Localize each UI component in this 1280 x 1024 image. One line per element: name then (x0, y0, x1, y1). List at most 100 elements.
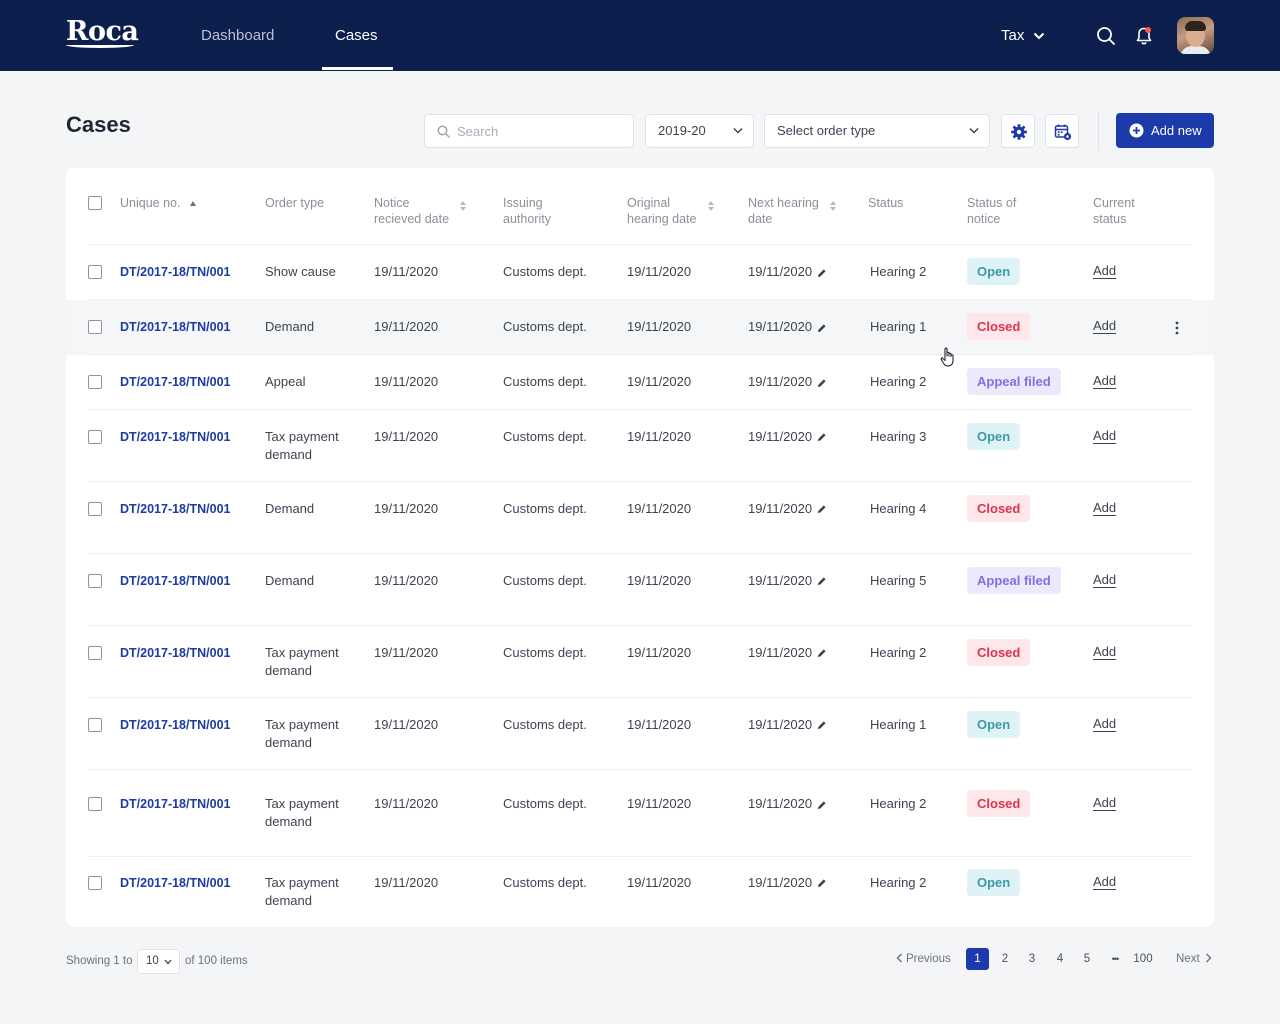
page-4[interactable]: 4 (1056, 953, 1064, 965)
order-type-cell: Tax payment demand (265, 716, 339, 750)
select-all-checkbox[interactable] (88, 196, 102, 210)
edit-icon[interactable] (817, 504, 827, 514)
cases-table: Unique no. Order type Notice recieved da… (66, 168, 1214, 927)
page-1[interactable]: 1 (966, 948, 989, 970)
table-row[interactable]: DT/2017-18/TN/001 Demand 19/11/2020 Customs… (66, 482, 1214, 554)
avatar[interactable] (1177, 17, 1214, 54)
edit-icon[interactable] (817, 800, 827, 810)
page-2[interactable]: 2 (1001, 953, 1009, 965)
col-issuing-authority[interactable]: Issuing authority (503, 195, 573, 227)
row-checkbox[interactable] (88, 875, 102, 890)
edit-icon[interactable] (817, 576, 827, 586)
case-id-link[interactable]: DT/2017-18/TN/001 (120, 375, 231, 389)
add-status-link[interactable]: Add (1093, 873, 1117, 889)
row-checkbox[interactable] (88, 645, 102, 660)
case-id-link[interactable]: DT/2017-18/TN/001 (120, 429, 231, 444)
table-row[interactable]: DT/2017-18/TN/001 Tax payment demand 19/11… (66, 857, 1214, 927)
col-order-type[interactable]: Order type (265, 195, 324, 211)
case-id-link[interactable]: DT/2017-18/TN/001 (120, 573, 231, 588)
previous-page-button[interactable]: Previous (896, 948, 951, 970)
add-status-link[interactable]: Add (1093, 643, 1117, 659)
edit-icon[interactable] (817, 720, 827, 730)
add-status-link[interactable]: Add (1093, 427, 1117, 443)
row-checkbox[interactable] (88, 797, 102, 811)
col-original-hearing-date[interactable]: Original hearing date (627, 195, 719, 227)
edit-icon[interactable] (817, 323, 827, 333)
top-navbar: Roca Dashboard Cases Tax (0, 0, 1280, 71)
year-select[interactable]: 2019-20 (645, 114, 754, 148)
more-options-icon[interactable] (1174, 321, 1180, 335)
add-status-link[interactable]: Add (1093, 499, 1117, 515)
add-status-link[interactable]: Add (1093, 373, 1117, 388)
case-id-link[interactable]: DT/2017-18/TN/001 (120, 797, 231, 811)
add-status-link[interactable]: Add (1093, 795, 1117, 810)
row-checkbox[interactable] (88, 375, 102, 389)
row-checkbox[interactable] (88, 501, 102, 516)
search-input[interactable] (457, 121, 627, 141)
case-id-link[interactable]: DT/2017-18/TN/001 (120, 645, 231, 660)
case-id-link[interactable]: DT/2017-18/TN/001 (120, 320, 231, 334)
next-date-value: 19/11/2020 (748, 796, 813, 811)
per-page-select[interactable]: 10 (137, 949, 180, 974)
case-id-link[interactable]: DT/2017-18/TN/001 (120, 501, 231, 516)
page-3[interactable]: 3 (1028, 953, 1036, 965)
next-date-value: 19/11/2020 (748, 319, 813, 334)
search-icon[interactable] (1096, 26, 1116, 46)
col-status-of-notice[interactable]: Status of notice (967, 195, 1029, 227)
edit-icon[interactable] (817, 268, 827, 278)
col-order-type-label: Order type (265, 196, 325, 210)
table-row[interactable]: DT/2017-18/TN/001 Tax payment demand 19/11… (66, 698, 1214, 770)
order-type-select[interactable]: Select order type (764, 114, 990, 148)
add-new-button[interactable]: Add new (1116, 113, 1214, 148)
status-cell: Hearing 2 (870, 796, 927, 811)
col-current-status[interactable]: Current status (1093, 195, 1145, 227)
authority-cell: Customs dept. (503, 796, 587, 811)
next-date-value: 19/11/2020 (748, 874, 813, 890)
notice-status-badge: Appeal filed (967, 566, 1061, 594)
row-checkbox[interactable] (88, 717, 102, 732)
case-id-link[interactable]: DT/2017-18/TN/001 (120, 265, 231, 279)
table-row[interactable]: DT/2017-18/TN/001 Appeal 19/11/2020 Customs… (66, 355, 1214, 410)
edit-icon[interactable] (817, 432, 827, 442)
authority-cell: Customs dept. (503, 428, 587, 444)
table-row[interactable]: DT/2017-18/TN/001 Tax payment demand 19/11… (66, 770, 1214, 857)
edit-icon[interactable] (817, 878, 827, 888)
edit-icon[interactable] (817, 648, 827, 658)
table-row[interactable]: DT/2017-18/TN/001 Tax payment demand 19/11… (66, 410, 1214, 482)
plus-circle-icon (1129, 123, 1144, 138)
case-id-link[interactable]: DT/2017-18/TN/001 (120, 875, 231, 890)
col-next-hearing-date[interactable]: Next hearing date (748, 195, 843, 227)
add-status-link[interactable]: Add (1093, 318, 1117, 333)
nav-dashboard[interactable]: Dashboard (201, 27, 275, 44)
case-id-link[interactable]: DT/2017-18/TN/001 (120, 717, 231, 732)
add-status-link[interactable]: Add (1093, 571, 1117, 587)
next-page-button[interactable]: Next (1176, 948, 1212, 970)
settings-button[interactable] (1001, 114, 1035, 148)
col-unique-no[interactable]: Unique no. (120, 195, 196, 211)
calendar-settings-button[interactable] (1045, 114, 1079, 148)
row-checkbox[interactable] (88, 573, 102, 588)
sort-icon (708, 201, 714, 211)
col-notice-date[interactable]: Notice recieved date (374, 195, 474, 227)
page-100[interactable]: 100 (1133, 953, 1153, 965)
next-date-value: 19/11/2020 (748, 374, 813, 389)
table-row[interactable]: DT/2017-18/TN/001 Demand 19/11/2020 Customs… (66, 554, 1214, 626)
col-status[interactable]: Status (868, 195, 903, 211)
bell-icon[interactable] (1134, 26, 1154, 46)
edit-icon[interactable] (817, 378, 827, 388)
table-row[interactable]: DT/2017-18/TN/001 Demand 19/11/2020 Customs… (66, 300, 1214, 355)
row-checkbox[interactable] (88, 265, 102, 279)
table-row[interactable]: DT/2017-18/TN/001 Show cause 19/11/2020 Cus… (66, 245, 1214, 300)
table-row[interactable]: DT/2017-18/TN/001 Tax payment demand 19/11… (66, 626, 1214, 698)
add-status-link[interactable]: Add (1093, 715, 1117, 731)
next-date-cell: 19/11/2020 (748, 318, 827, 336)
original-date-cell: 19/11/2020 (627, 644, 692, 660)
add-status-link[interactable]: Add (1093, 263, 1117, 278)
nav-cases[interactable]: Cases (335, 27, 378, 44)
row-checkbox[interactable] (88, 429, 102, 444)
row-checkbox[interactable] (88, 320, 102, 334)
page-5[interactable]: 5 (1083, 953, 1091, 965)
search-box[interactable] (424, 114, 634, 148)
module-selector[interactable]: Tax (1001, 0, 1045, 71)
row-divider (88, 553, 1192, 554)
